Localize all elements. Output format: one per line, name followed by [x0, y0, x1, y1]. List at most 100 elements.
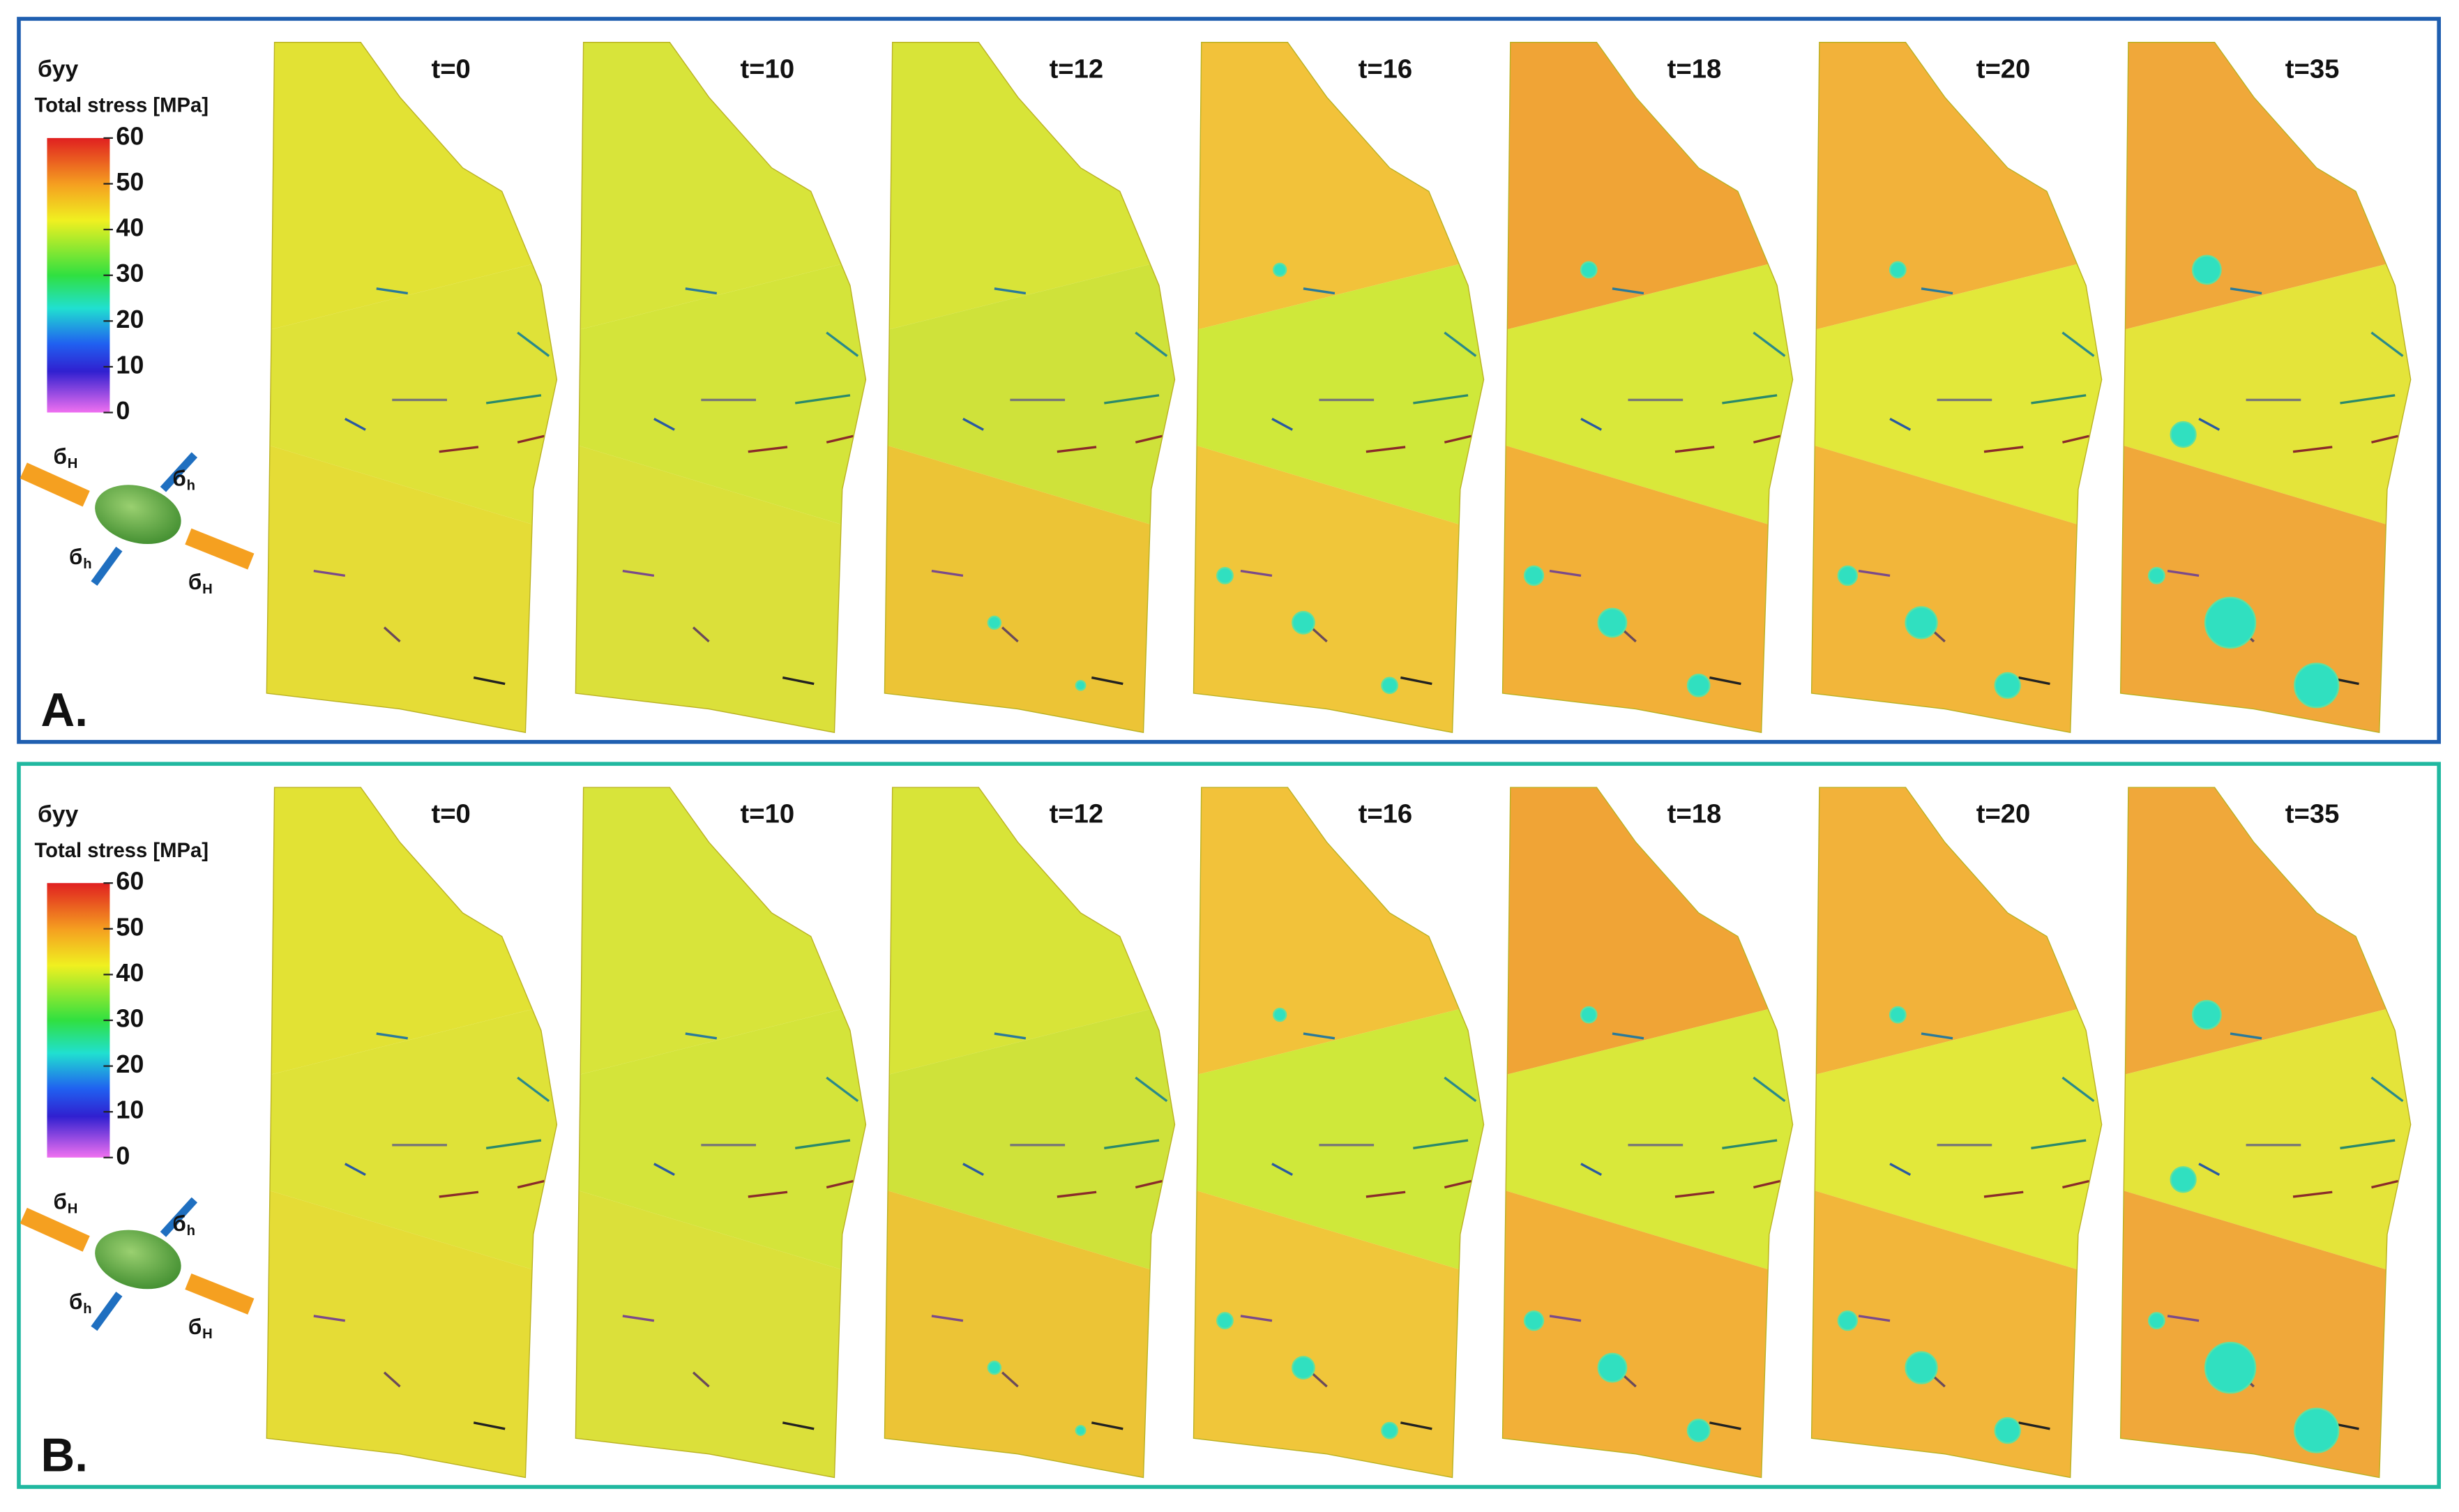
fracture	[2292, 1190, 2333, 1198]
fracture	[1722, 394, 1778, 405]
stress-map-fill	[1193, 42, 1484, 733]
fracture	[2062, 1179, 2090, 1189]
time-label: t=35	[2285, 54, 2340, 84]
fracture	[748, 446, 788, 453]
fracture	[1444, 331, 1477, 357]
stress-map-fill	[884, 42, 1175, 733]
fracture	[485, 1139, 542, 1149]
map-region	[1502, 442, 1793, 733]
fracture	[2062, 434, 2090, 444]
fracture	[1271, 417, 1293, 431]
stress-map-fill	[575, 787, 866, 1478]
fracture	[994, 1032, 1027, 1040]
fracture	[782, 1421, 815, 1430]
fracture	[1365, 446, 1406, 453]
fracture	[1303, 1032, 1336, 1040]
map-region	[1811, 442, 2102, 733]
map-region	[884, 442, 1175, 733]
stress-map-fill	[884, 787, 1175, 1478]
fracture	[1753, 1076, 1786, 1103]
stress-map	[1193, 42, 1485, 734]
fracture	[485, 394, 542, 405]
low-stress-zone	[1580, 261, 1598, 279]
colorbar-tick-label: 40	[116, 213, 144, 242]
fracture	[1091, 1421, 1123, 1430]
colorbar-title: бyy	[38, 56, 79, 82]
low-stress-zone	[2294, 663, 2340, 709]
panel-border	[17, 17, 2442, 744]
fracture	[826, 331, 859, 357]
stress-map	[1501, 787, 1794, 1479]
colorbar-tick-label: 50	[116, 167, 144, 196]
low-stress-zone	[2170, 421, 2197, 448]
stress-map-fill	[575, 42, 866, 733]
fracture	[2031, 394, 2087, 405]
time-label: t=12	[1050, 799, 1104, 829]
fracture	[2230, 1032, 2262, 1040]
fracture	[1310, 1371, 1328, 1388]
map-outline	[884, 787, 1176, 1479]
time-label: t=0	[431, 799, 470, 829]
fracture	[962, 417, 984, 431]
map-outline	[1810, 787, 2103, 1479]
fracture	[1674, 1190, 1715, 1198]
map-outline	[575, 42, 867, 734]
low-stress-zone	[1523, 1310, 1545, 1331]
fracture	[795, 1139, 851, 1149]
fracture	[1709, 676, 1741, 686]
time-label: t=10	[741, 54, 795, 84]
fracture	[1310, 626, 1328, 643]
low-stress-zone	[1889, 1006, 1907, 1024]
colorbar-tick-label: 60	[116, 867, 144, 895]
low-stress-zone	[1837, 565, 1858, 587]
map-region	[1193, 442, 1484, 733]
fracture	[1921, 287, 1953, 295]
min-stress-arrow	[91, 1292, 123, 1331]
fracture	[1400, 1421, 1432, 1430]
fracture	[2061, 1076, 2095, 1103]
fracture	[517, 434, 545, 444]
fracture	[517, 1179, 545, 1189]
map-region	[1811, 1187, 2102, 1478]
fracture	[1057, 1190, 1097, 1198]
low-stress-zone	[2148, 567, 2165, 584]
stress-ellipse	[95, 1230, 181, 1290]
fracture	[2340, 394, 2396, 405]
low-stress-zone	[2204, 1342, 2257, 1394]
stress-symbol: б	[188, 1315, 202, 1339]
fracture	[2031, 1139, 2087, 1149]
stress-subscript: h	[83, 1301, 91, 1317]
time-label: t=10	[741, 799, 795, 829]
fracture	[1091, 676, 1123, 686]
colorbar-tick-label: 0	[116, 1141, 130, 1170]
low-stress-zone	[2191, 255, 2222, 285]
fracture	[517, 1076, 550, 1103]
stress-ellipse	[95, 485, 181, 545]
fracture	[962, 1163, 984, 1176]
low-stress-zone	[1597, 1352, 1628, 1383]
fracture	[344, 417, 366, 431]
low-stress-zone	[2204, 596, 2257, 649]
map-region	[575, 1187, 866, 1478]
fracture	[1135, 1076, 1168, 1103]
stress-symbol: б	[188, 570, 202, 594]
fracture	[383, 1371, 401, 1388]
fracture	[826, 434, 854, 444]
stress-symbol: б	[172, 1211, 186, 1236]
time-label: t=16	[1359, 799, 1413, 829]
low-stress-zone	[2170, 1166, 2197, 1193]
map-region	[2120, 442, 2411, 733]
stress-map-fill	[266, 787, 557, 1478]
panel-label: B.	[40, 1429, 87, 1481]
fracture	[653, 417, 675, 431]
fracture	[1240, 1315, 1273, 1322]
stress-subscript: H	[68, 456, 78, 471]
low-stress-zone	[1381, 676, 1398, 695]
stress-subscript: H	[202, 1326, 213, 1342]
fracture	[1983, 446, 2024, 453]
colorbar-tick-label: 40	[116, 958, 144, 987]
stress-map	[266, 787, 558, 1479]
fracture	[1722, 1139, 1778, 1149]
